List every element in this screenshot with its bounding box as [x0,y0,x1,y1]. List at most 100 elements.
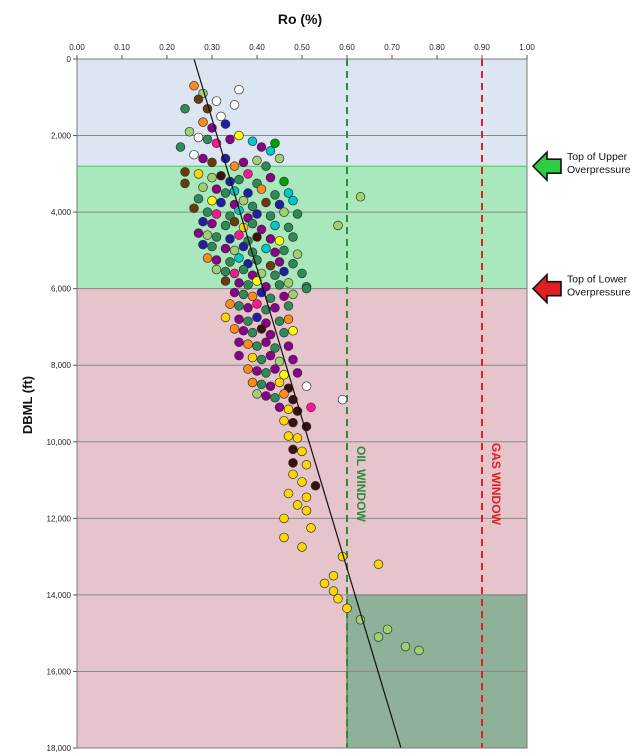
data-point [265,234,276,244]
data-point [274,356,285,367]
data-point [220,312,231,323]
y-tick-label: 8,000 [51,361,72,370]
data-point [256,324,267,334]
axes-layer: 0.00 0.10 0.20 0.30 0.40 0.50 0.60 0.70 0.80 0.90… [47,43,536,753]
data-point [297,477,307,487]
data-point [252,389,262,399]
data-point [229,245,240,256]
data-point [247,218,258,229]
data-point [252,209,262,219]
data-point [211,264,222,275]
data-point [274,316,285,326]
data-point [247,201,258,212]
data-point [288,195,298,206]
data-point [198,239,208,250]
data-point [252,276,262,286]
data-point [193,132,204,143]
data-point [283,314,294,325]
data-point [265,381,276,392]
data-point [279,207,289,217]
x-tick-label: 0.50 [294,43,310,52]
data-point [238,264,249,275]
data-point [234,314,244,325]
data-point [198,153,208,164]
data-point [234,253,244,263]
grid-layer [77,135,527,672]
y-tick-label: 6,000 [51,285,72,294]
x-tick-label: 0.30 [204,43,220,52]
data-point [243,303,253,313]
data-point [202,207,213,217]
data-point [202,253,213,263]
data-point [283,404,294,414]
data-point [270,343,280,353]
data-point [270,393,280,403]
data-point [274,402,285,413]
data-point [265,146,276,156]
data-point [202,230,213,240]
data-point [301,492,312,503]
zones-layer [76,59,528,749]
data-point [310,481,321,491]
data-point [274,257,285,267]
data-point [279,327,289,338]
y-axis-title: DBML (ft) [20,376,35,434]
data-point [283,431,294,441]
data-point [234,174,244,185]
annotation-text: Overpressure [567,164,631,176]
data-point [234,337,244,348]
annotation-text: Overpressure [567,287,631,299]
data-point [216,197,226,208]
x-axis-title: Ro (%) [278,11,322,27]
data-point [193,228,204,238]
x-tick-label: 0.80 [429,43,445,52]
data-point [229,324,240,334]
data-point [229,216,240,227]
data-point [256,142,267,152]
data-point [373,559,384,570]
y-tick-label: 12,000 [47,514,72,523]
data-point [207,157,217,168]
data-point [274,153,285,164]
data-point [243,339,253,349]
data-point [270,247,280,258]
data-point [328,570,339,581]
data-point [279,513,289,524]
y-tick-label: 16,000 [47,667,72,676]
data-point [252,366,262,376]
window-lines-layer: OIL WINDOW GAS WINDOW [346,59,503,748]
data-point [355,192,366,202]
x-tick-label: 0.60 [339,43,355,52]
y-tick-label: 4,000 [51,208,72,217]
data-point [274,199,285,210]
data-point [279,389,289,399]
data-point [288,417,298,428]
data-point [243,169,253,179]
data-point [220,188,231,198]
data-point [243,364,253,374]
data-point [247,352,258,363]
data-point [265,211,276,221]
data-point [225,299,235,309]
data-point [234,230,244,240]
data-point [319,578,330,589]
data-point [283,341,294,351]
data-point [180,104,190,114]
data-point [274,377,285,388]
data-point [193,94,204,104]
data-point [216,170,226,181]
data-point [337,394,348,405]
data-point [234,130,244,141]
data-point [211,209,222,219]
data-point [270,190,280,200]
data-point [220,119,231,129]
x-tick-label: 0.90 [474,43,490,52]
data-point [238,241,249,252]
data-point [247,291,258,302]
trend-line [193,58,402,749]
data-point [279,245,289,256]
data-point [198,216,208,227]
zone-upper-overpressure [76,165,528,290]
data-point [189,81,199,91]
data-point [189,203,199,214]
